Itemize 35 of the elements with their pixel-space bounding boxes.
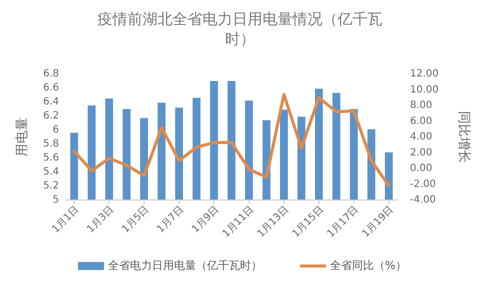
legend-label: 全省电力日用电量（亿千瓦时） [108,259,262,272]
x-tick-label: 1月17日 [325,204,361,240]
y-tick-label: 6 [52,124,59,136]
y2-tick-label: 0.00 [410,163,432,174]
x-tick-label: 1月13日 [256,204,291,240]
y2-tick-label: 4.00 [410,132,432,143]
y-tick-label: 6.6 [43,82,59,94]
x-tick-label: 1月9日 [190,204,222,236]
y-axis-title: 用电量 [15,118,30,156]
y2-tick-label: 6.00 [410,116,432,127]
y-tick-label: 6.8 [43,68,59,80]
line-series [72,92,390,188]
y-tick-label: 5.8 [43,138,59,150]
y-tick-label: 5 [52,194,59,206]
x-tick-label: 1月11日 [220,204,256,240]
x-tick-label: 1月5日 [120,204,152,236]
y-tick-label: 6.2 [43,110,59,122]
y2-tick-label: 12.00 [410,68,439,80]
y2-tick-label: 2.00 [410,147,432,158]
y2-tick-label: 8.00 [410,100,432,112]
y-tick-label: 6.4 [43,96,59,108]
x-tick-label: 1月19日 [360,204,396,240]
y-tick-label: 5.4 [43,166,59,178]
legend-label: 全省同比（%） [330,259,406,272]
x-tick-label: 1月7日 [155,204,186,236]
y2-tick-label: -2.00 [410,178,436,190]
y-tick-label: 5.2 [43,180,59,192]
x-tick-label: 1月3日 [85,204,116,236]
y2-tick-label: -4.00 [410,194,436,206]
x-tick-label: 1月1日 [50,204,82,236]
y-tick-label: 5.6 [43,152,59,164]
chart-title: 疫情前湖北全省电力日用电量情况（亿千瓦时） [98,10,382,48]
y2-tick-label: 10.00 [410,84,439,96]
y2-axis-title: 同比增长 [456,111,471,163]
x-tick-label: 1月15日 [290,204,326,240]
